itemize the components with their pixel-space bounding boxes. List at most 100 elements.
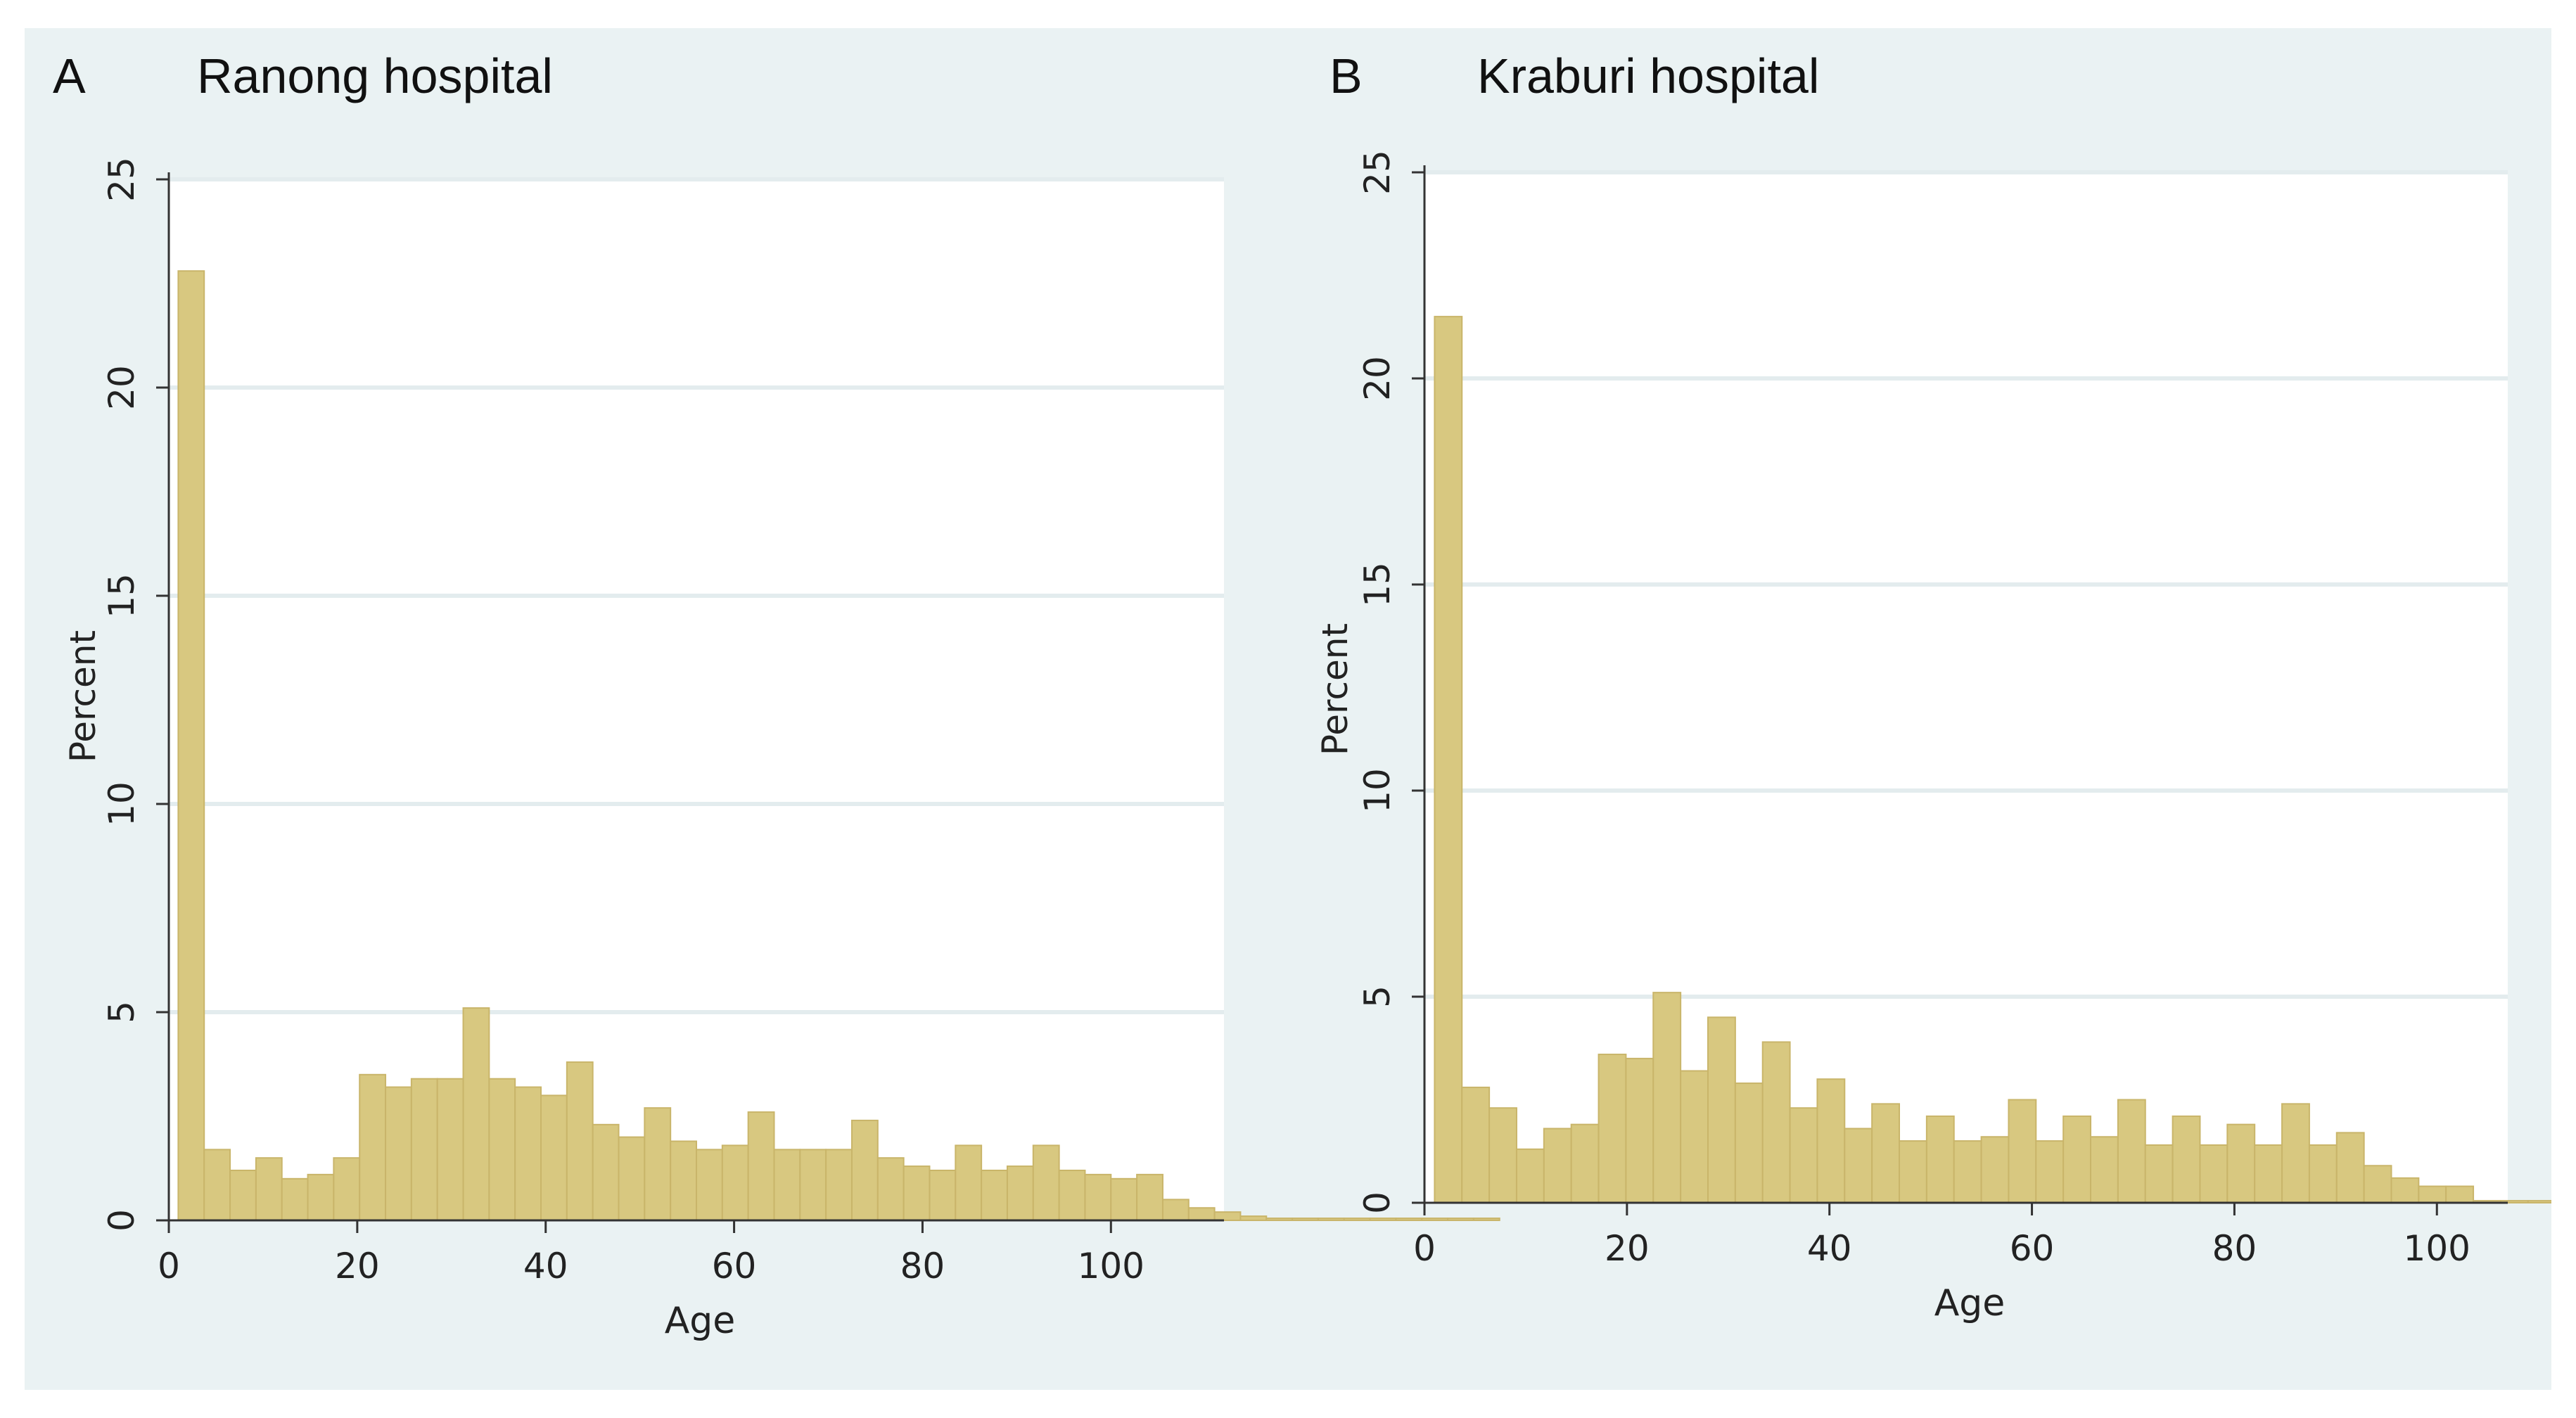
bar-b bbox=[2445, 1185, 2475, 1204]
bar-a bbox=[1369, 1218, 1397, 1222]
x-tick-label-b: 80 bbox=[2212, 1228, 2257, 1269]
bar-b bbox=[1543, 1128, 1572, 1204]
bar-a bbox=[1058, 1169, 1086, 1221]
x-tick-label-b: 40 bbox=[1807, 1228, 1852, 1269]
bar-b bbox=[2144, 1144, 2174, 1203]
x-axis-title-b: Age bbox=[1934, 1282, 2006, 1324]
bar-b bbox=[2254, 1144, 2283, 1203]
y-tick-label-a: 0 bbox=[101, 1209, 142, 1232]
x-tick-label-a: 40 bbox=[523, 1246, 568, 1286]
x-tick-label-b: 60 bbox=[2010, 1228, 2055, 1269]
bar-a bbox=[1006, 1165, 1034, 1222]
bar-b bbox=[2008, 1099, 2037, 1203]
bar-b bbox=[1734, 1082, 1764, 1204]
x-tick-label-a: 20 bbox=[335, 1246, 380, 1286]
bar-b bbox=[2527, 1200, 2551, 1203]
bar-a bbox=[255, 1157, 283, 1221]
bar-a bbox=[514, 1086, 542, 1222]
y-tick-label-b: 15 bbox=[1357, 562, 1398, 607]
bar-a bbox=[825, 1149, 853, 1221]
bar-a bbox=[1084, 1173, 1112, 1222]
bar-a bbox=[876, 1157, 905, 1221]
bar-b bbox=[1761, 1041, 1791, 1203]
x-tick-label-a: 0 bbox=[158, 1246, 180, 1286]
x-tick-label-b: 20 bbox=[1605, 1228, 1650, 1269]
y-tick-label-a: 5 bbox=[101, 1001, 142, 1023]
y-tick-label-a: 25 bbox=[101, 157, 142, 202]
bar-b bbox=[2062, 1115, 2092, 1203]
bar-b bbox=[1844, 1128, 1873, 1204]
bar-a bbox=[696, 1149, 723, 1221]
bar-a bbox=[1395, 1218, 1423, 1222]
bar-a bbox=[799, 1149, 827, 1221]
bar-a bbox=[385, 1086, 412, 1222]
bar-a bbox=[540, 1094, 568, 1222]
histogram-figure: 0 5 10 15 20 25 0 20 40 60 80 100 Percent Age 0 5 10 15 20… bbox=[63, 150, 2551, 1342]
bar-a bbox=[1213, 1211, 1242, 1222]
bar-b bbox=[1488, 1107, 1517, 1203]
y-tick-label-b: 20 bbox=[1357, 356, 1398, 401]
bar-a bbox=[670, 1140, 697, 1222]
x-tick-label-b: 0 bbox=[1413, 1228, 1436, 1269]
bar-a bbox=[462, 1007, 490, 1221]
bar-a bbox=[1421, 1218, 1449, 1222]
bar-b bbox=[2199, 1144, 2229, 1203]
bar-b bbox=[2390, 1177, 2420, 1203]
bar-b bbox=[1789, 1107, 1818, 1203]
bar-a bbox=[721, 1144, 749, 1221]
x-tick-label-a: 80 bbox=[900, 1246, 945, 1286]
bar-b bbox=[1980, 1136, 2010, 1203]
bar-b bbox=[1816, 1078, 1846, 1203]
y-axis-title-a: Percent bbox=[63, 630, 103, 762]
bar-b bbox=[1598, 1054, 1627, 1204]
bar-b bbox=[1515, 1148, 1545, 1203]
bar-a bbox=[566, 1061, 594, 1222]
y-axis-title-b: Percent bbox=[1315, 623, 1356, 755]
plot-area-b bbox=[1424, 172, 2508, 1203]
bar-a bbox=[1292, 1218, 1319, 1222]
bar-b bbox=[1680, 1070, 1709, 1203]
bar-a bbox=[1472, 1218, 1500, 1222]
x-tick-label-a: 60 bbox=[712, 1246, 757, 1286]
bar-a bbox=[981, 1169, 1008, 1221]
bar-b bbox=[2090, 1136, 2119, 1203]
x-axis-title-a: Age bbox=[665, 1300, 736, 1342]
bar-a bbox=[1161, 1199, 1190, 1222]
y-tick-label-a: 10 bbox=[101, 781, 142, 826]
bar-a bbox=[1265, 1218, 1294, 1222]
bar-b bbox=[2035, 1140, 2065, 1203]
bar-b bbox=[1652, 992, 1682, 1203]
bar-b bbox=[1625, 1057, 1654, 1204]
bar-b bbox=[1434, 316, 1463, 1204]
bar-b bbox=[2363, 1165, 2392, 1204]
bar-a bbox=[773, 1149, 801, 1221]
bar-b bbox=[2281, 1103, 2310, 1203]
bar-a bbox=[1317, 1218, 1345, 1222]
bar-a bbox=[333, 1157, 361, 1221]
y-tick-label-a: 20 bbox=[101, 365, 142, 410]
bar-b bbox=[2308, 1144, 2338, 1203]
bar-a bbox=[436, 1078, 464, 1221]
bar-b bbox=[1871, 1103, 1901, 1203]
bar-a bbox=[203, 1149, 231, 1221]
panel-b-title: Kraburi hospital bbox=[1477, 49, 1820, 103]
bar-b bbox=[1570, 1123, 1600, 1204]
x-tick-label-b: 100 bbox=[2404, 1228, 2470, 1269]
bar-a bbox=[903, 1165, 931, 1222]
bar-b bbox=[2117, 1099, 2146, 1203]
bar-a bbox=[850, 1119, 879, 1222]
bar-a bbox=[488, 1078, 516, 1221]
y-tick-label-b: 0 bbox=[1357, 1192, 1398, 1214]
panel-b-letter: B bbox=[1330, 49, 1363, 103]
bar-b bbox=[2418, 1185, 2447, 1204]
bar-b bbox=[2172, 1115, 2201, 1203]
panel-a-title: Ranong hospital bbox=[197, 49, 553, 103]
y-tick-label-b: 5 bbox=[1357, 985, 1398, 1008]
bar-b bbox=[1461, 1086, 1491, 1204]
bar-a bbox=[955, 1144, 983, 1221]
bar-a bbox=[1032, 1144, 1060, 1221]
bar-a bbox=[747, 1111, 775, 1221]
y-tick-label-b: 25 bbox=[1357, 150, 1398, 195]
bar-a bbox=[281, 1177, 309, 1222]
bar-b bbox=[1899, 1140, 1927, 1203]
